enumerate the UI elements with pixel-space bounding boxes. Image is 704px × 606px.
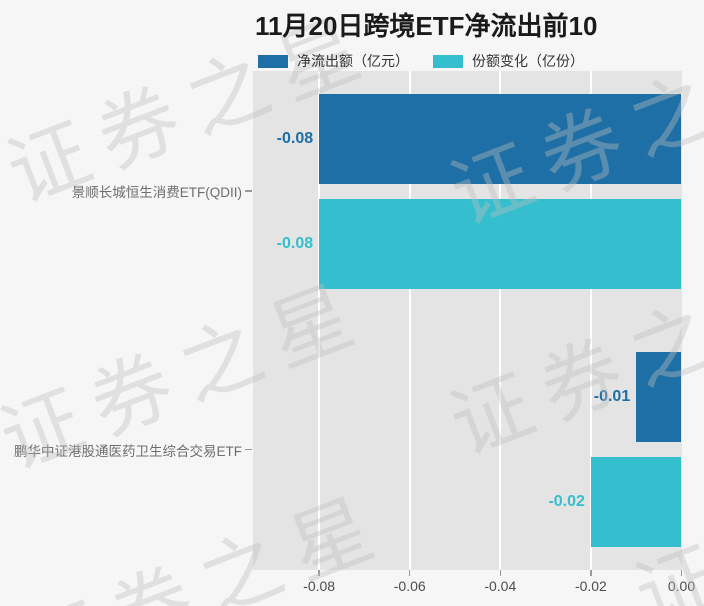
x-axis-tick-label: -0.06 <box>393 578 426 594</box>
legend-item-share-change: 份额变化（亿份） <box>433 53 584 69</box>
legend-label-net-outflow: 净流出额（亿元） <box>297 53 409 69</box>
legend-item-net-outflow: 净流出额（亿元） <box>258 53 409 69</box>
bar-value-label: -0.08 <box>276 129 314 147</box>
legend-swatch-share-change-icon <box>433 54 463 68</box>
x-axis-tick <box>408 570 411 576</box>
category-tick <box>245 190 252 192</box>
gridline <box>408 71 411 570</box>
bar <box>636 352 682 442</box>
category-label: 景顺长城恒生消费ETF(QDII) <box>71 185 242 200</box>
bar <box>590 457 682 547</box>
x-axis-tick-label: 0.00 <box>667 578 696 594</box>
x-axis-tick-label: -0.02 <box>574 578 607 594</box>
category-tick <box>245 448 252 451</box>
legend-swatch-net-outflow-icon <box>258 54 288 68</box>
bar-value-label: -0.08 <box>276 234 314 252</box>
x-axis-tick <box>499 570 502 576</box>
bar-value-label: -0.02 <box>548 493 585 510</box>
gridline <box>589 71 592 570</box>
category-label: 鹏华中证港股通医药卫生综合交易ETF <box>14 443 242 459</box>
x-axis-tick <box>680 570 683 576</box>
x-axis-tick-label: -0.08 <box>303 578 336 594</box>
gridline <box>318 71 321 570</box>
legend-label-share-change: 份额变化（亿份） <box>472 53 584 69</box>
chart-title: 11月20日跨境ETF净流出前10 <box>255 11 598 41</box>
x-axis-tick <box>590 570 592 576</box>
x-axis-tick <box>318 570 320 576</box>
gridline <box>499 71 502 570</box>
bar-value-label: -0.01 <box>593 388 631 405</box>
bar <box>319 198 682 289</box>
bar <box>319 93 682 184</box>
x-axis-tick-label: -0.04 <box>484 578 517 594</box>
